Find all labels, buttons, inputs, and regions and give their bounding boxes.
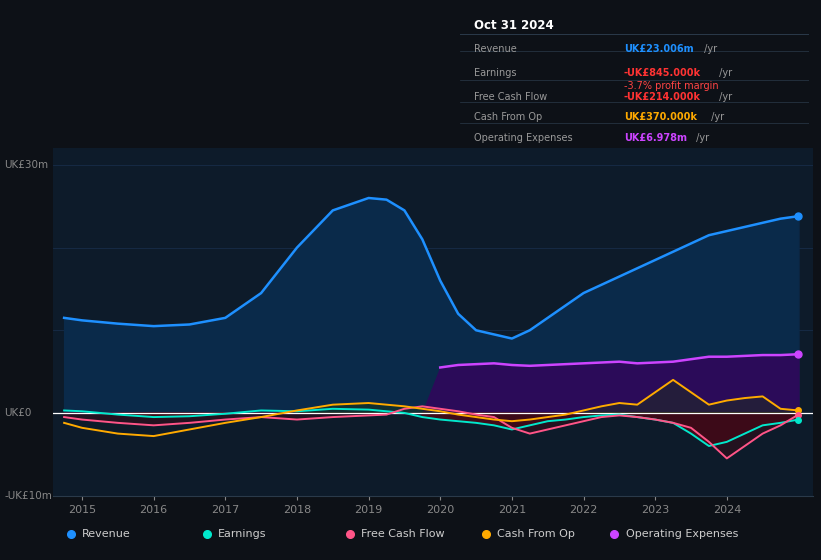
Text: Cash From Op: Cash From Op: [474, 112, 542, 122]
Text: Free Cash Flow: Free Cash Flow: [474, 91, 547, 101]
Text: Earnings: Earnings: [474, 68, 516, 78]
Text: Revenue: Revenue: [474, 44, 516, 54]
Text: Revenue: Revenue: [82, 529, 131, 539]
Text: Cash From Op: Cash From Op: [498, 529, 576, 539]
Text: -UK£214.000k: -UK£214.000k: [624, 91, 701, 101]
Text: /yr: /yr: [709, 112, 724, 122]
Text: Operating Expenses: Operating Expenses: [626, 529, 738, 539]
Text: UK£30m: UK£30m: [4, 160, 48, 170]
Text: /yr: /yr: [693, 133, 709, 143]
Text: -3.7% profit margin: -3.7% profit margin: [624, 81, 718, 91]
Text: /yr: /yr: [700, 44, 717, 54]
Text: /yr: /yr: [716, 91, 732, 101]
Text: UK£0: UK£0: [4, 408, 31, 418]
Text: Earnings: Earnings: [218, 529, 266, 539]
Text: Oct 31 2024: Oct 31 2024: [474, 19, 553, 32]
Text: Operating Expenses: Operating Expenses: [474, 133, 572, 143]
Text: UK£370.000k: UK£370.000k: [624, 112, 697, 122]
Text: UK£6.978m: UK£6.978m: [624, 133, 686, 143]
Text: -UK£845.000k: -UK£845.000k: [624, 68, 701, 78]
Text: /yr: /yr: [716, 68, 732, 78]
Text: UK£23.006m: UK£23.006m: [624, 44, 694, 54]
Text: Free Cash Flow: Free Cash Flow: [361, 529, 445, 539]
Text: -UK£10m: -UK£10m: [4, 491, 52, 501]
